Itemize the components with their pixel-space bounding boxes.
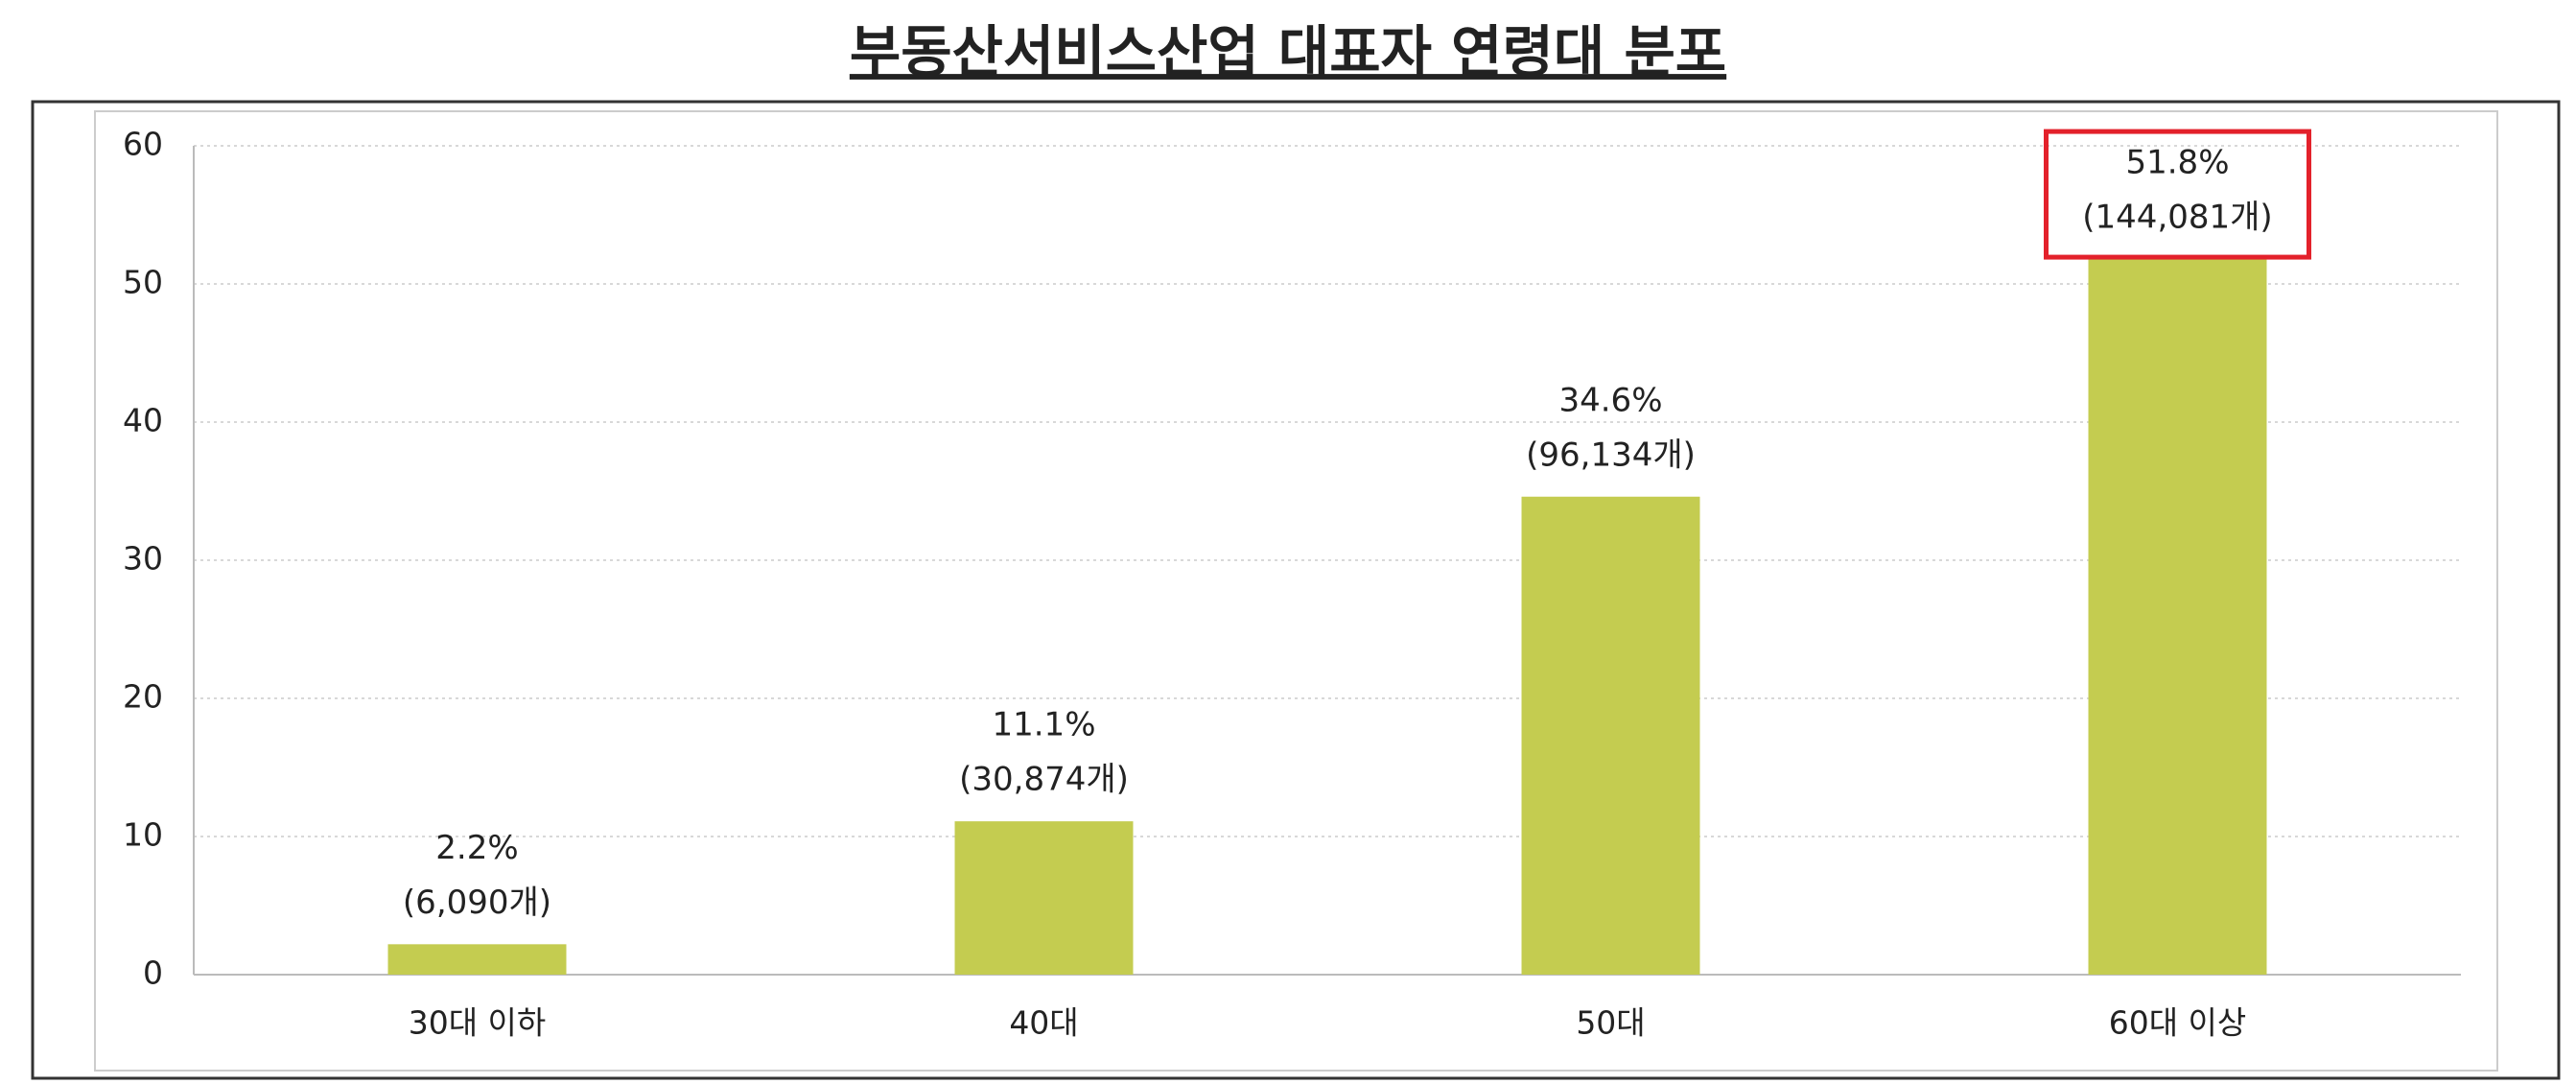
y-tick-label: 10 bbox=[123, 816, 163, 854]
chart-title: 부동산서비스산업 대표자 연령대 분포 bbox=[850, 19, 1726, 84]
y-tick-label: 50 bbox=[123, 264, 163, 301]
value-label: 34.6% bbox=[1558, 381, 1662, 419]
bar bbox=[2088, 259, 2267, 976]
bar bbox=[954, 821, 1134, 975]
value-label: 51.8% bbox=[2125, 144, 2229, 182]
highlight-box bbox=[2044, 129, 2311, 260]
value-label: 11.1% bbox=[992, 706, 1095, 744]
x-tick-label: 30대 이하 bbox=[409, 1004, 547, 1042]
x-tick-label: 60대 이상 bbox=[2109, 1004, 2247, 1042]
y-tick-label: 20 bbox=[123, 678, 163, 716]
count-label: (30,874개) bbox=[959, 761, 1129, 799]
y-tick-label: 60 bbox=[123, 126, 163, 163]
bar bbox=[387, 944, 567, 975]
y-tick-label: 30 bbox=[123, 540, 163, 577]
outer-frame bbox=[31, 100, 2561, 1080]
y-tick-label: 0 bbox=[143, 954, 163, 992]
y-tick-label: 40 bbox=[123, 402, 163, 439]
count-label: (6,090개) bbox=[403, 884, 551, 922]
bar bbox=[1521, 496, 1700, 975]
count-label: (144,081개) bbox=[2082, 199, 2272, 237]
count-label: (96,134개) bbox=[1526, 436, 1696, 474]
x-tick-label: 50대 bbox=[1576, 1004, 1645, 1042]
x-tick-label: 40대 bbox=[1009, 1004, 1078, 1042]
value-label: 2.2% bbox=[435, 829, 518, 867]
plot-frame bbox=[94, 110, 2498, 1072]
